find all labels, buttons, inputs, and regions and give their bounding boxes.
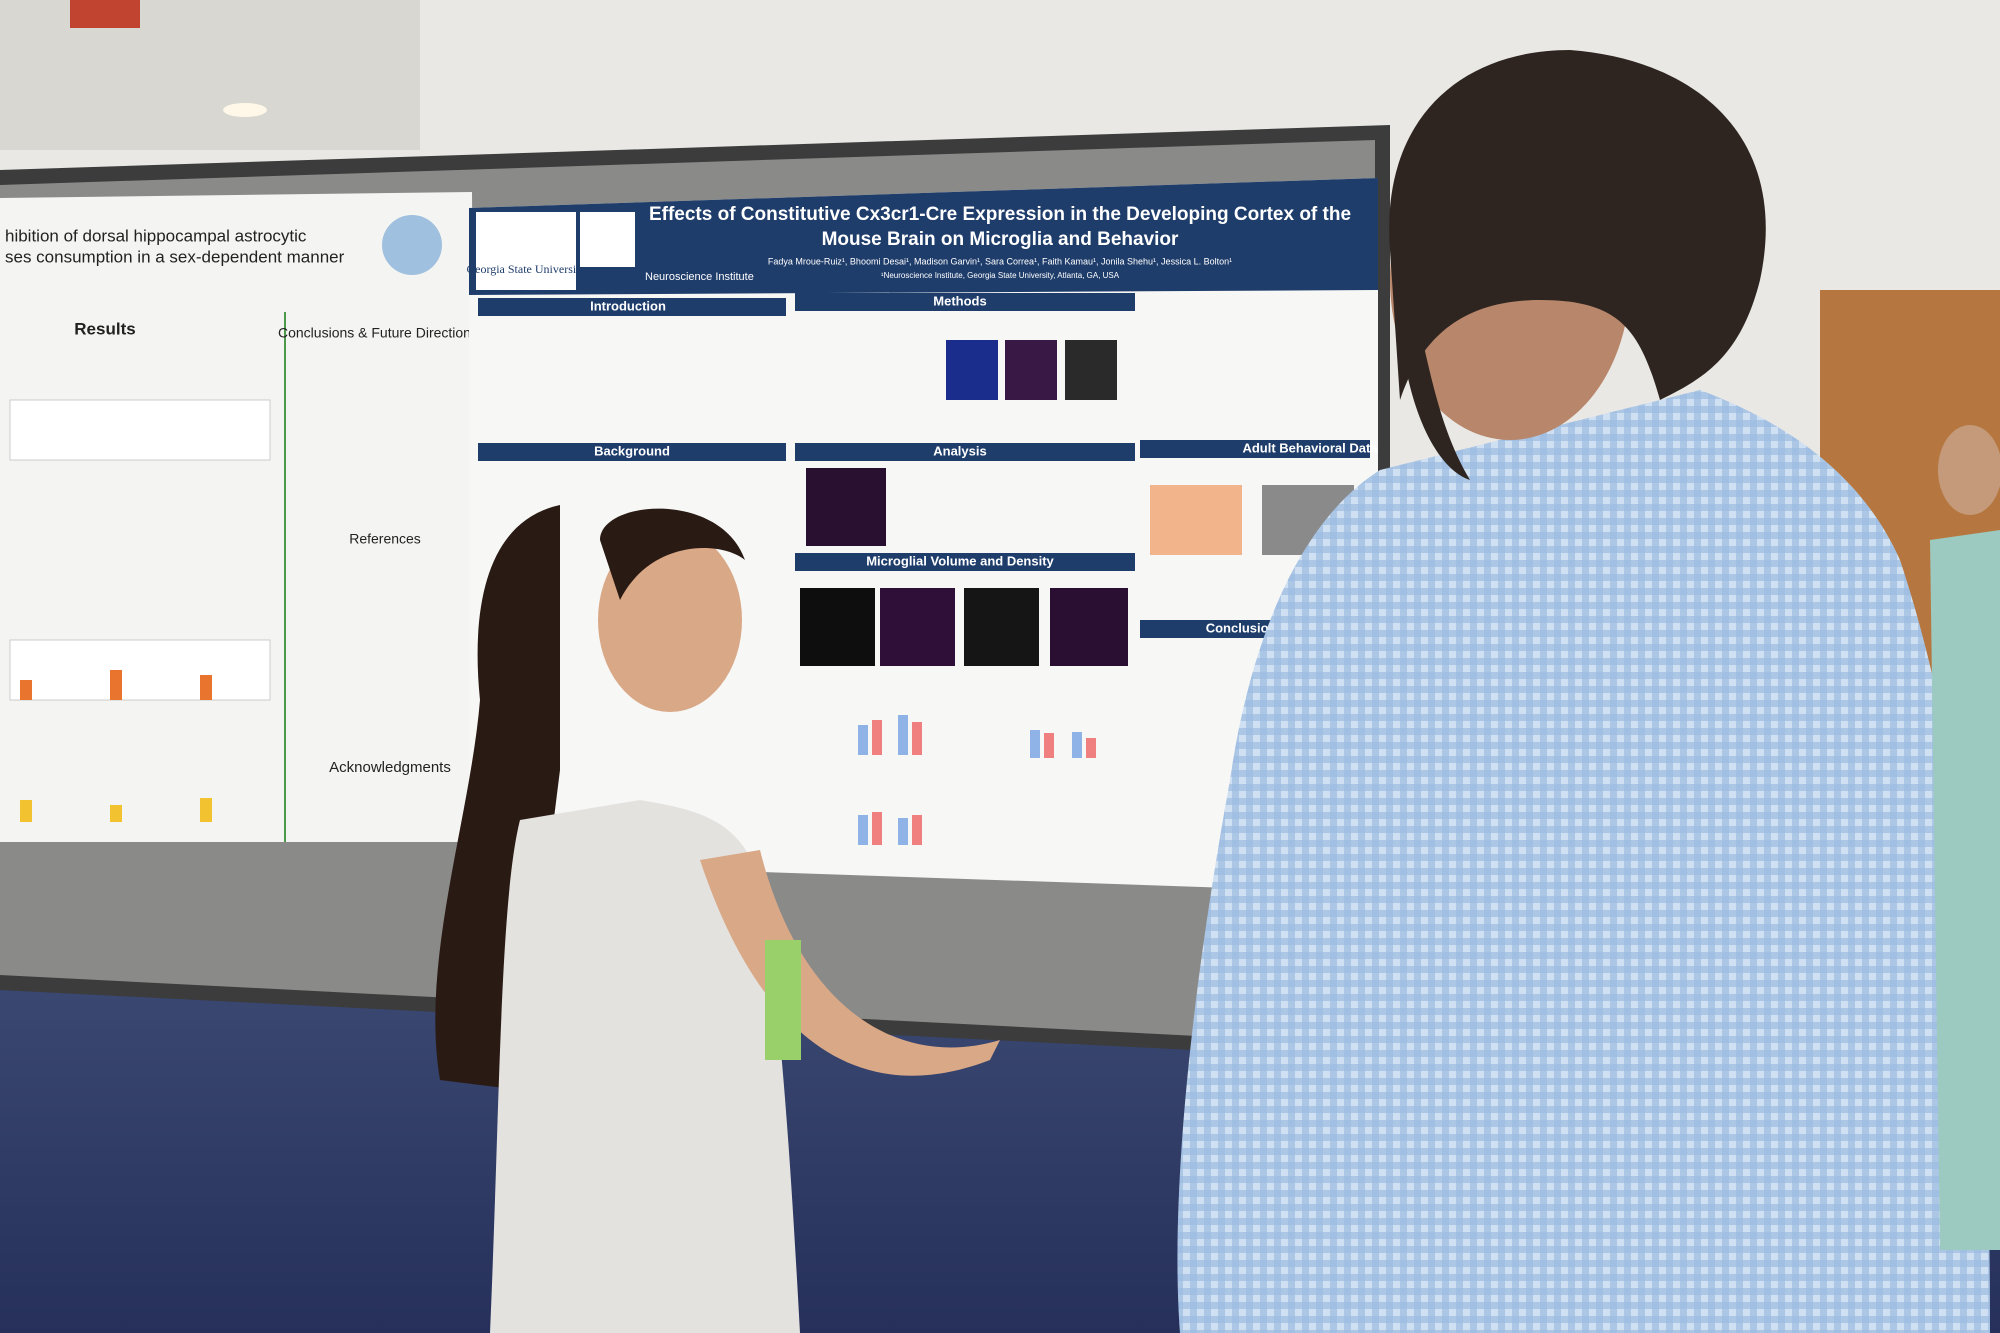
bystander (1930, 425, 2000, 1250)
section-heading: References (349, 531, 421, 547)
section-heading: Introduction (590, 298, 666, 313)
logo-text: Georgia State University (466, 262, 585, 276)
section-heading: Analysis (933, 443, 986, 458)
section-heading: Acknowledgments (329, 759, 451, 776)
section-heading: Background (594, 443, 670, 458)
left-poster (0, 192, 476, 842)
logo (382, 215, 442, 275)
section-heading: Adult Behavioral Data (1242, 440, 1378, 455)
man (1177, 50, 1990, 1333)
ceiling-light (223, 103, 267, 117)
poster-title: Mouse Brain on Microglia and Behavior (822, 229, 1179, 250)
left-title: hibition of dorsal hippocampal astrocyti… (5, 226, 307, 245)
poster-header (469, 178, 1378, 295)
section-heading: Methods (933, 293, 986, 308)
section-heading: Microglial Volume and Density (866, 553, 1054, 568)
logo-box (580, 212, 635, 267)
mini-charts (9, 399, 271, 822)
exit-sign (70, 0, 140, 28)
institute: Neuroscience Institute (645, 271, 754, 283)
woman (435, 505, 1000, 1333)
right-poster (469, 178, 1378, 893)
poster-title: Effects of Constitutive Cx3cr1-Cre Expre… (649, 204, 1351, 225)
section-heading: Results (74, 319, 135, 338)
left-title: ses consumption in a sex-dependent manne… (5, 247, 345, 266)
section-heading: Conclusions & Future Directions (278, 325, 478, 341)
authors: Fadya Mroue-Ruiz¹, Bhoomi Desai¹, Madiso… (768, 256, 1232, 266)
poster-bar-charts (858, 715, 1096, 845)
logo-box (476, 212, 576, 290)
affiliation: ¹Neuroscience Institute, Georgia State U… (881, 271, 1120, 280)
ceiling (0, 0, 420, 150)
micrographs (800, 340, 1354, 666)
